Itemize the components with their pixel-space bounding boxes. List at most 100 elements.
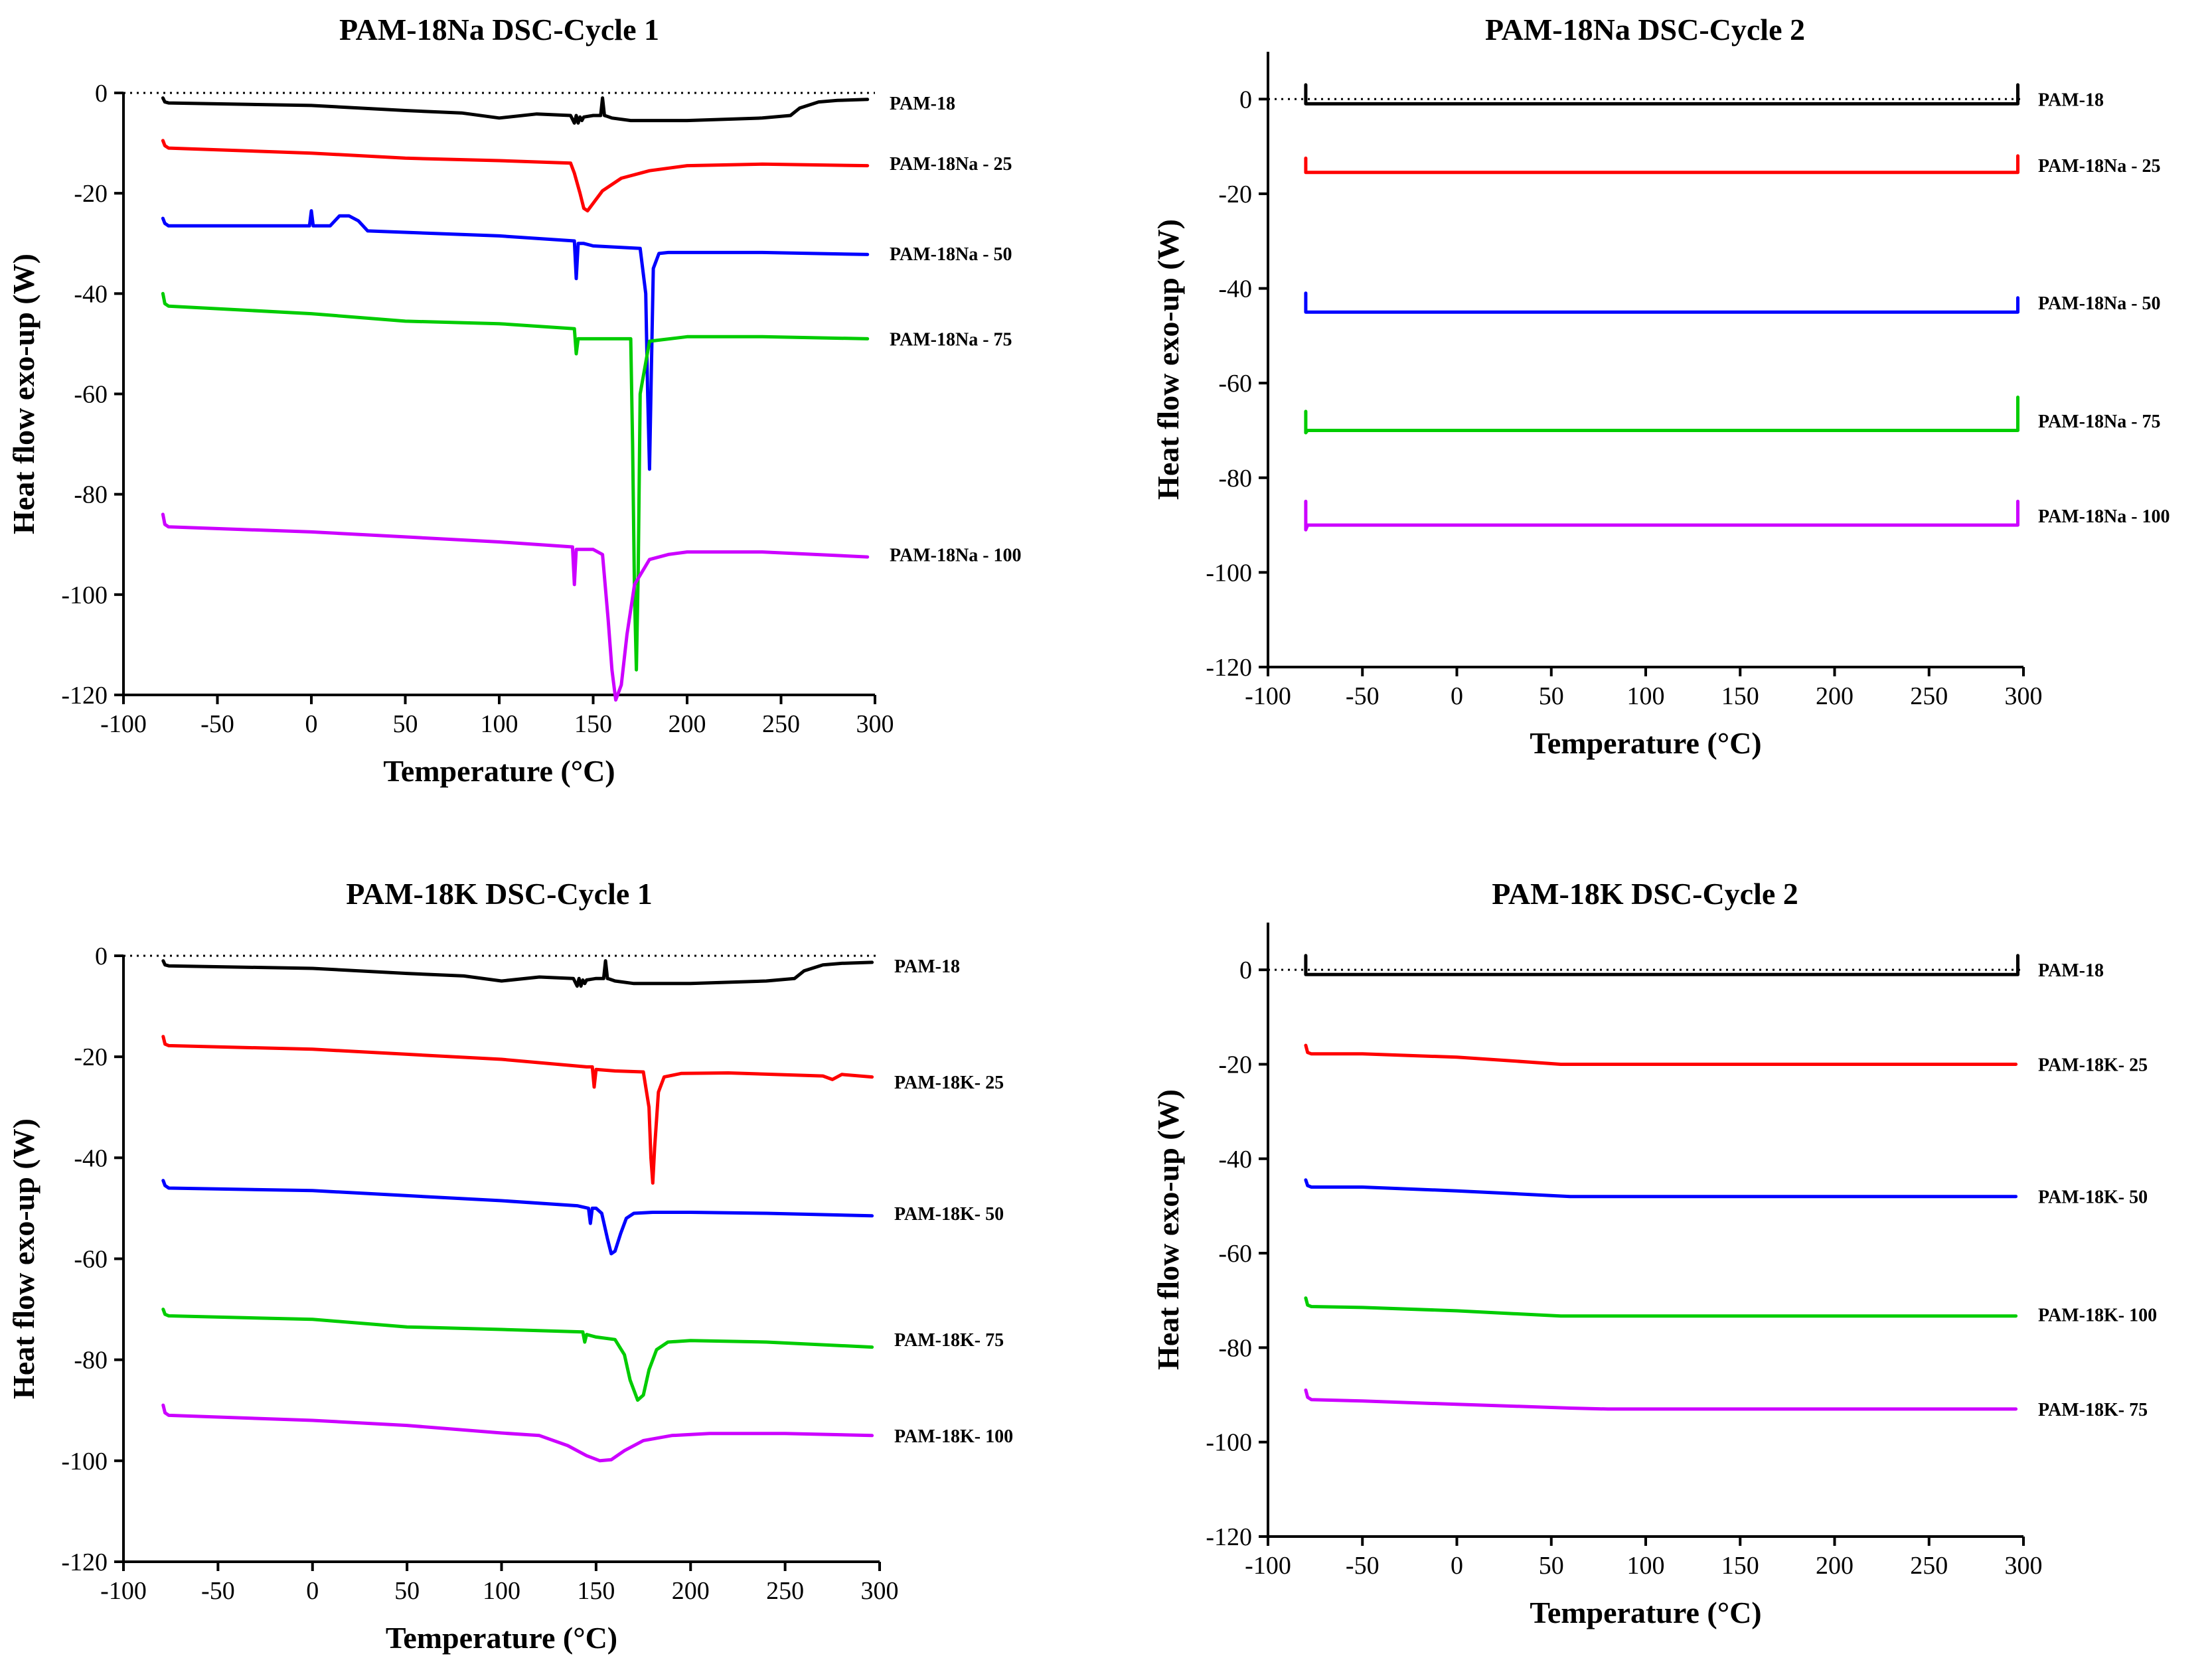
x-tick-label: 150	[577, 1577, 615, 1605]
series-line-pam-18	[161, 96, 870, 125]
x-tick-label: 50	[394, 1577, 420, 1605]
series-label: PAM-18Na - 75	[890, 329, 1012, 350]
chart-panel-k-cycle1: PAM-18K DSC-Cycle 1 -100 -50 0 50 100 150 200 25…	[7, 877, 1013, 1655]
y-tick-label: -40	[1218, 275, 1252, 303]
x-tick-label: 250	[1910, 682, 1948, 710]
x-tick-label: 200	[672, 1577, 710, 1605]
y-tick-label: 0	[95, 942, 108, 970]
series-label: PAM-18K- 50	[2038, 1187, 2148, 1208]
series-label: PAM-18	[2038, 90, 2104, 110]
series-label: PAM-18	[894, 956, 960, 977]
series-label: PAM-18	[890, 94, 955, 114]
series-line-pam-18na-50	[1304, 291, 2019, 314]
x-tick-label: 50	[393, 710, 418, 738]
series-line-pam-18k-50	[1304, 1178, 2018, 1199]
series-line-pam-18k-25	[1304, 1043, 2018, 1066]
x-tick-label: 300	[2005, 682, 2043, 710]
chart-panel-na-cycle1: PAM-18Na DSC-Cycle 1 -100 -50 0 50 100 150 200 2…	[7, 13, 1022, 788]
x-tick-label: 0	[306, 1577, 319, 1605]
x-tick-label: -100	[100, 1577, 147, 1605]
x-tick-label: 100	[1627, 1552, 1665, 1580]
y-tick-label: -40	[1218, 1146, 1252, 1173]
series-line-pam-18na-25	[1304, 154, 2019, 175]
x-tick-label: 200	[669, 710, 706, 738]
series-label: PAM-18K- 25	[894, 1073, 1004, 1093]
y-tick-label: -120	[61, 682, 108, 710]
y-tick-label: -60	[74, 1246, 108, 1274]
x-tick-label: 250	[766, 1577, 804, 1605]
y-tick-label: -20	[74, 1043, 108, 1071]
chart-panel-k-cycle2: PAM-18K DSC-Cycle 2 -100 -50 0 50 100 150 200 25…	[1151, 877, 2157, 1629]
series-line-pam-18na-75	[161, 291, 870, 672]
series-line-pam-18na-25	[161, 139, 870, 213]
series-line-pam-18k-75	[1304, 1388, 2018, 1411]
chart-title: PAM-18Na DSC-Cycle 1	[339, 13, 659, 46]
series-line-pam-18na-75	[1304, 396, 2019, 435]
x-tick-label: 250	[1910, 1552, 1948, 1580]
x-tick-label: 200	[1816, 1552, 1854, 1580]
series-line-pam-18k-50	[161, 1179, 874, 1256]
chart-panel-na-cycle2: PAM-18Na DSC-Cycle 2 -100 -50 0 50 100 150 200 2…	[1151, 13, 2170, 760]
y-tick-label: -120	[1206, 654, 1252, 682]
x-axis-label: Temperature (°C)	[386, 1621, 617, 1655]
series-label: PAM-18K- 25	[2038, 1055, 2148, 1075]
series-line-pam-18	[1304, 954, 2019, 976]
series-label: PAM-18Na - 25	[2038, 156, 2161, 177]
series-label: PAM-18	[2038, 960, 2104, 981]
y-tick-label: -100	[1206, 1429, 1252, 1457]
y-axis-label: Heat flow exo-up (W)	[7, 1118, 40, 1399]
x-tick-label: -50	[200, 710, 234, 738]
series-line-pam-18	[1304, 83, 2019, 106]
chart-title: PAM-18K DSC-Cycle 2	[1492, 877, 1798, 911]
chart-title: PAM-18K DSC-Cycle 1	[346, 877, 653, 911]
y-tick-label: -40	[74, 1144, 108, 1172]
series-line-pam-18na-50	[161, 209, 870, 471]
series-line-pam-18k-75	[161, 1308, 874, 1402]
series-line-pam-18na-100	[1304, 499, 2019, 532]
y-tick-label: 0	[1239, 956, 1252, 984]
x-tick-label: 0	[305, 710, 318, 738]
y-tick-label: -100	[1206, 559, 1252, 587]
y-tick-label: 0	[1239, 86, 1252, 113]
x-tick-label: 0	[1451, 682, 1463, 710]
x-tick-label: 300	[856, 710, 894, 738]
y-tick-label: 0	[95, 80, 108, 108]
x-tick-label: 150	[1721, 682, 1759, 710]
y-tick-label: -60	[1218, 1240, 1252, 1268]
series-line-pam-18k-100	[1304, 1296, 2018, 1318]
x-tick-label: 300	[861, 1577, 899, 1605]
x-axis-label: Temperature (°C)	[1530, 1596, 1761, 1629]
y-tick-label: -60	[74, 381, 108, 409]
x-tick-label: -100	[1245, 1552, 1291, 1580]
series-label: PAM-18Na - 100	[890, 545, 1022, 565]
y-tick-label: -20	[1218, 181, 1252, 208]
series-line-pam-18na-100	[161, 512, 870, 702]
x-tick-label: -100	[100, 710, 147, 738]
y-axis-label: Heat flow exo-up (W)	[1151, 219, 1185, 500]
y-tick-label: -60	[1218, 370, 1252, 398]
x-axis-label: Temperature (°C)	[1530, 726, 1761, 760]
y-tick-label: -100	[61, 1448, 108, 1475]
y-tick-label: -100	[61, 581, 108, 609]
x-tick-label: -50	[1346, 1552, 1380, 1580]
series-label: PAM-18K- 75	[894, 1330, 1004, 1351]
y-tick-label: -80	[1218, 465, 1252, 492]
x-tick-label: -100	[1245, 682, 1291, 710]
x-tick-label: 50	[1539, 1552, 1564, 1580]
x-tick-label: 150	[574, 710, 612, 738]
y-axis-label: Heat flow exo-up (W)	[1151, 1089, 1185, 1370]
y-tick-label: -120	[61, 1548, 108, 1576]
series-label: PAM-18Na - 25	[890, 154, 1012, 175]
series-label: PAM-18Na - 100	[2038, 506, 2170, 527]
y-tick-label: -120	[1206, 1523, 1252, 1551]
series-line-pam-18k-100	[161, 1403, 874, 1463]
series-label: PAM-18Na - 50	[2038, 293, 2161, 314]
series-label: PAM-18K- 75	[2038, 1400, 2148, 1420]
x-tick-label: 200	[1816, 682, 1854, 710]
x-axis-label: Temperature (°C)	[383, 754, 615, 788]
series-label: PAM-18Na - 50	[890, 244, 1012, 265]
series-label: PAM-18Na - 75	[2038, 412, 2161, 432]
y-tick-label: -20	[74, 180, 108, 208]
y-tick-label: -40	[74, 280, 108, 308]
